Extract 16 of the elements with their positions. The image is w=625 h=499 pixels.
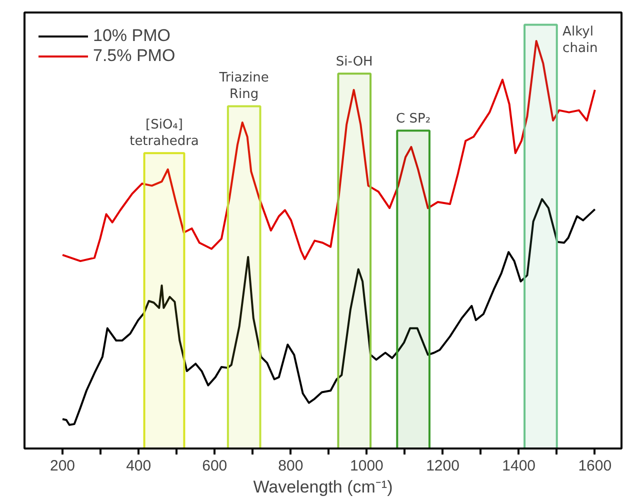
legend-label: 10% PMO (93, 26, 170, 46)
band-label: [SiO₄] tetrahedra (130, 118, 199, 150)
x-tick-label: 400 (126, 458, 152, 474)
band-label: Alkyl chain (562, 24, 598, 56)
x-axis-title: Wavelength (cm⁻¹) (253, 478, 393, 496)
x-tick-label: 200 (50, 458, 76, 474)
x-tick-label: 600 (202, 458, 228, 474)
x-tick-label: 1400 (502, 458, 536, 474)
x-tick-label: 1000 (350, 458, 384, 474)
band-label: C SP₂ (396, 112, 431, 127)
x-tick-label: 1200 (426, 458, 460, 474)
band-label: Triazine Ring (218, 70, 269, 102)
band-label: Si-OH (336, 54, 373, 70)
x-tick-label: 800 (278, 458, 304, 474)
legend-label: 7.5% PMO (93, 46, 176, 66)
x-tick-label: 1600 (578, 458, 612, 474)
